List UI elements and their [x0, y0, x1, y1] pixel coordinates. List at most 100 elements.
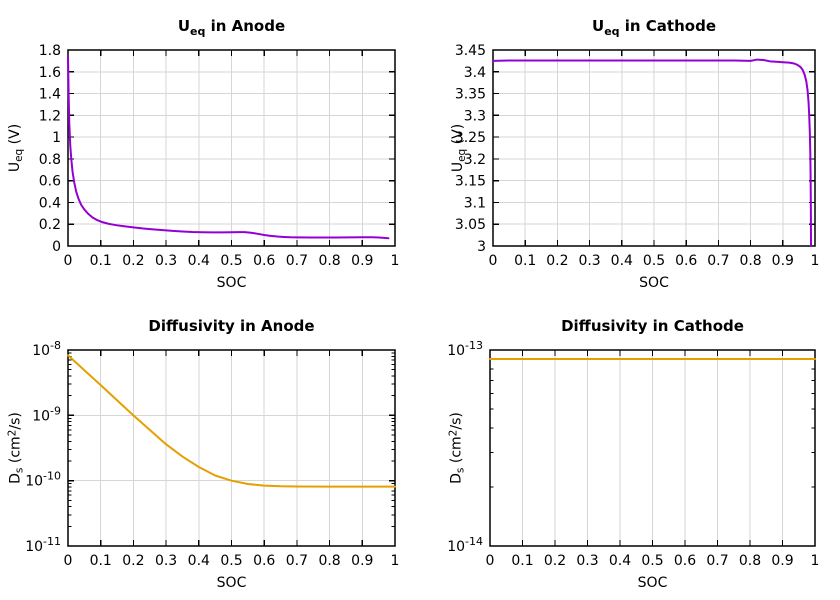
label-segment: eq	[190, 25, 206, 38]
x-tick-label: 0.1	[90, 253, 112, 269]
x-tick-label: 0.1	[514, 253, 536, 269]
x-tick-label: 0.2	[122, 253, 144, 269]
plot-area: 0 0.1 0.2 0.3 0.4 0.5 0.6 0.7 0.8 0.9 1 10-11 10-10 1…	[25, 339, 400, 569]
chart-title: Ueq in Anode	[178, 18, 285, 38]
y-tick-label: 3.2	[464, 152, 486, 168]
x-tick-label: 0.4	[188, 253, 210, 269]
label-segment: in Cathode	[619, 17, 716, 35]
x-tick-label: 0.5	[220, 253, 242, 269]
x-tick-label: 0.3	[155, 253, 177, 269]
x-tick-label: 0.4	[609, 553, 631, 569]
x-tick-label: 0.4	[611, 253, 633, 269]
chart-title: Ueq in Cathode	[592, 18, 716, 38]
y-tick-label: 1.2	[39, 108, 61, 124]
y-tick-label: 1	[52, 130, 61, 146]
x-tick-label: 0.9	[351, 253, 373, 269]
label-segment: Diffusivity in Cathode	[561, 317, 744, 335]
x-tick-label: 0.8	[739, 553, 761, 569]
x-tick-label: 0.8	[318, 253, 340, 269]
x-axis-label: SOC	[216, 575, 247, 591]
plot-border	[492, 49, 816, 247]
x-axis-label: SOC	[637, 575, 668, 591]
x-tick-label: 0.9	[772, 253, 794, 269]
subplot-diffusivity-anode: Diffusivity in Anode Ds (cm2/s) SOC 0 0.1…	[0, 300, 420, 600]
x-tick-label: 0.3	[578, 253, 600, 269]
x-tick-label: 1	[811, 553, 820, 569]
plot-area: 0 0.1 0.2 0.3 0.4 0.5 0.6 0.7 0.8 0.9 1 10-14 10-13	[447, 339, 820, 569]
y-tick-label: 3.1	[464, 195, 486, 211]
x-tick-label: 0.5	[220, 553, 242, 569]
label-segment: U	[177, 17, 191, 35]
plot-border	[67, 49, 396, 247]
data-line	[67, 55, 390, 240]
x-tick-label: 0.3	[155, 553, 177, 569]
x-tick-label: 0.1	[90, 553, 112, 569]
y-tick-label: 0.4	[39, 195, 61, 211]
chart-title: Diffusivity in Cathode	[561, 318, 744, 335]
x-tick-label: 0.2	[546, 253, 568, 269]
y-tick-label: 3.3	[464, 108, 486, 124]
x-tick-label: 0.7	[707, 253, 729, 269]
label-segment: eq	[604, 25, 620, 38]
y-tick-label: 1.8	[39, 43, 61, 59]
y-tick-label: 10-14	[447, 535, 483, 555]
x-tick-label: 1	[811, 253, 820, 269]
y-tick-label: 3.4	[464, 65, 486, 81]
x-tick-label: 0.7	[286, 253, 308, 269]
x-tick-label: 0	[486, 553, 495, 569]
x-tick-label: 0	[64, 253, 73, 269]
x-tick-label: 0.2	[544, 553, 566, 569]
y-tick-label: 0	[52, 239, 61, 255]
plot-area: 0 0.1 0.2 0.3 0.4 0.5 0.6 0.7 0.8 0.9 1 3 3.05 3.1 3.1…	[455, 43, 820, 269]
y-tick-label: 0.2	[39, 217, 61, 233]
y-tick-label: 3.25	[455, 130, 486, 146]
x-tick-label: 0.7	[706, 553, 728, 569]
x-tick-label: 0.6	[674, 553, 696, 569]
x-tick-label: 0	[64, 553, 73, 569]
x-axis-label: SOC	[216, 275, 247, 291]
y-tick-label: 3.05	[455, 217, 486, 233]
y-tick-label: 1.4	[39, 87, 61, 103]
x-axis-label: SOC	[639, 275, 669, 291]
y-tick-label: 1.6	[39, 65, 61, 81]
x-tick-label: 0.2	[122, 553, 144, 569]
subplot-ueq-cathode: Ueq in Cathode Ueq (V) SOC 0 0.1 0.2 0.3 0.4…	[420, 0, 840, 300]
label-segment: in Anode	[205, 17, 286, 35]
y-tick-label: 10-13	[447, 339, 483, 359]
data-line	[492, 58, 813, 247]
y-tick-label: 3.35	[455, 87, 486, 103]
subplot-ueq-anode: Ueq in Anode Ueq (V) SOC 0 0.1 0.2 0.3 0.4 0.…	[0, 0, 420, 300]
chart-title: Diffusivity in Anode	[148, 318, 314, 335]
data-line	[67, 354, 396, 488]
x-tick-label: 0.8	[739, 253, 761, 269]
x-tick-label: 0.8	[318, 553, 340, 569]
x-tick-label: 0.6	[253, 253, 275, 269]
x-tick-label: 0.9	[351, 553, 373, 569]
plot-border	[489, 349, 816, 547]
label-segment: Diffusivity in Anode	[148, 317, 315, 335]
y-tick-label: 3.15	[455, 174, 486, 190]
y-tick-label: 10-9	[32, 404, 61, 424]
x-tick-label: 0	[489, 253, 498, 269]
plot-border	[67, 349, 396, 547]
x-tick-label: 0.3	[576, 553, 598, 569]
x-tick-label: 0.6	[253, 553, 275, 569]
y-tick-label: 3	[477, 239, 486, 255]
x-tick-label: 1	[391, 253, 400, 269]
x-tick-label: 0.1	[511, 553, 533, 569]
x-tick-label: 0.4	[188, 553, 210, 569]
y-tick-label: 10-8	[32, 339, 61, 359]
y-tick-label: 0.6	[39, 174, 61, 190]
x-tick-label: 1	[391, 553, 400, 569]
x-tick-label: 0.5	[643, 253, 665, 269]
x-tick-label: 0.7	[286, 553, 308, 569]
y-tick-label: 3.45	[455, 43, 486, 59]
plot-area: 0 0.1 0.2 0.3 0.4 0.5 0.6 0.7 0.8 0.9 1 0 0.2 0.4 0.6 0…	[39, 43, 400, 269]
y-tick-label: 10-10	[25, 470, 61, 490]
label-segment: U	[592, 17, 605, 35]
y-tick-label: 0.8	[39, 152, 61, 168]
x-tick-label: 0.5	[641, 553, 663, 569]
x-tick-label: 0.6	[675, 253, 697, 269]
